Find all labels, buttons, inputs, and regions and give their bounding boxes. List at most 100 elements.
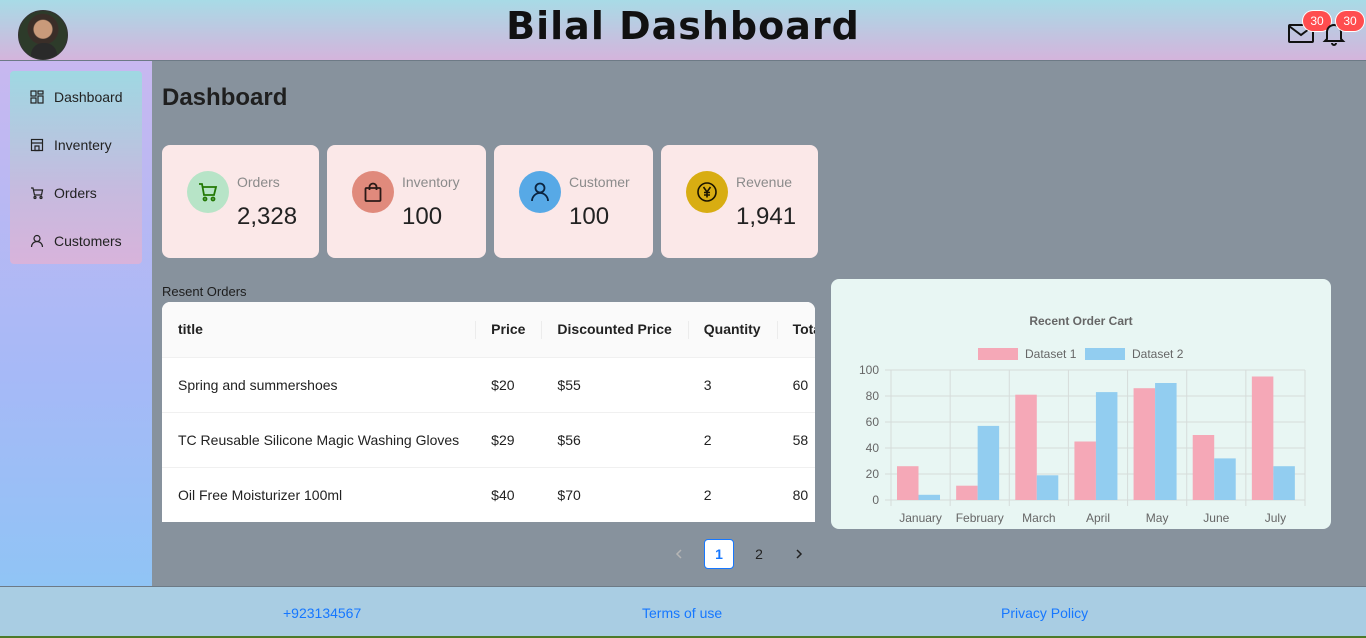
sidebar-item-label: Dashboard xyxy=(54,89,123,105)
app-title: Bilal Dashboard xyxy=(506,4,860,48)
legend-label: Dataset 2 xyxy=(1132,347,1184,361)
cell-quantity: 3 xyxy=(687,357,777,413)
customer-card: Customer 100 xyxy=(494,145,653,258)
recent-orders-label: Resent Orders xyxy=(162,284,247,299)
cell-discounted-price: $55 xyxy=(541,357,688,413)
avatar[interactable] xyxy=(18,10,68,60)
page-button-2[interactable]: 2 xyxy=(755,546,763,562)
chart-title: Recent Order Cart xyxy=(1029,314,1132,328)
y-tick-label: 80 xyxy=(866,389,880,403)
card-value: 100 xyxy=(569,203,610,230)
chart-bar xyxy=(897,466,919,500)
cell-title: Spring and summershoes xyxy=(162,357,476,413)
page-button-1[interactable]: 1 xyxy=(704,539,734,569)
phone-link[interactable]: +923134567 xyxy=(283,605,362,621)
card-value: 100 xyxy=(402,203,443,230)
chart-bar xyxy=(1133,388,1156,500)
chevron-right-icon xyxy=(796,549,803,559)
page-title: Dashboard xyxy=(162,84,288,111)
cart-icon xyxy=(187,171,229,213)
bar-chart: Recent Order Cart Dataset 1 Dataset 2 0 20 40… xyxy=(859,314,1306,525)
bell-icon[interactable]: 30 xyxy=(1320,11,1364,46)
card-label: Revenue xyxy=(736,174,793,190)
user-icon xyxy=(30,234,44,248)
sidebar-item-label: Inventery xyxy=(54,137,112,153)
x-tick-label: January xyxy=(899,511,942,525)
chart-bar xyxy=(1036,475,1059,500)
footer: +923134567 Terms of use Privacy Policy xyxy=(0,586,1366,638)
cell-title: TC Reusable Silicone Magic Washing Glove… xyxy=(162,412,476,468)
prev-page-button[interactable] xyxy=(664,539,694,569)
chart-bar xyxy=(1155,383,1177,500)
card-value: 2,328 xyxy=(237,203,298,230)
chevron-left-icon xyxy=(675,549,682,559)
chart-bar xyxy=(1015,394,1037,500)
cell-total: 58 xyxy=(776,412,815,468)
user-icon xyxy=(519,171,561,213)
x-tick-label: July xyxy=(1265,511,1286,525)
revenue-card: Revenue 1,941 xyxy=(661,145,818,258)
cell-price: $20 xyxy=(475,357,542,413)
recent-order-chart-card: Recent Order Cart Dataset 1 Dataset 2 0 20 40… xyxy=(831,279,1331,529)
chart-bar xyxy=(1095,392,1118,500)
cart-icon xyxy=(31,187,44,200)
card-value: 1,941 xyxy=(736,203,797,230)
chart-bar xyxy=(1192,435,1215,500)
sidebar-item-label: Orders xyxy=(54,185,97,201)
chart-bar xyxy=(1251,376,1274,500)
x-tick-label: June xyxy=(1203,511,1229,525)
chart-bar xyxy=(1074,441,1096,500)
sidebar-item-dashboard[interactable]: Dashboard xyxy=(10,73,142,121)
notification-badge: 30 xyxy=(1336,11,1364,31)
legend-swatch xyxy=(978,348,1018,360)
yen-icon xyxy=(686,171,728,213)
x-tick-label: April xyxy=(1086,511,1110,525)
chart-bar xyxy=(918,494,940,500)
chart-bar xyxy=(1214,458,1236,500)
terms-link[interactable]: Terms of use xyxy=(642,605,723,621)
sidebar-item-inventery[interactable]: Inventery xyxy=(10,121,142,169)
cell-quantity: 2 xyxy=(687,412,777,468)
shop-icon xyxy=(30,138,44,152)
x-tick-label: February xyxy=(956,511,1004,525)
shopping-bag-icon xyxy=(352,171,394,213)
cell-discounted-price: $70 xyxy=(541,467,688,522)
card-label: Inventory xyxy=(402,174,460,190)
column-header: title xyxy=(162,302,476,358)
chart-bar xyxy=(977,425,1000,500)
x-tick-label: May xyxy=(1146,511,1169,525)
table-row[interactable]: Spring and summershoes $20 $55 3 60 xyxy=(162,357,815,413)
y-tick-label: 20 xyxy=(866,467,880,481)
mail-icon[interactable]: 30 xyxy=(1287,11,1331,46)
column-header: Discounted Price xyxy=(541,302,688,358)
card-label: Customer xyxy=(569,174,630,190)
recent-orders-table: title Price Discounted Price Quantity To… xyxy=(162,302,815,522)
y-tick-label: 60 xyxy=(866,415,880,429)
column-header: Quantity xyxy=(687,302,777,358)
legend-swatch xyxy=(1085,348,1125,360)
cell-price: $40 xyxy=(475,467,542,522)
next-page-button[interactable] xyxy=(784,539,814,569)
y-tick-label: 40 xyxy=(866,441,880,455)
mail-badge: 30 xyxy=(1303,11,1331,31)
y-tick-label: 100 xyxy=(859,363,879,377)
sidebar-item-customers[interactable]: Customers xyxy=(10,217,142,265)
cell-discounted-price: $56 xyxy=(541,412,688,468)
cell-quantity: 2 xyxy=(687,467,777,522)
inventory-card: Inventory 100 xyxy=(327,145,486,258)
chart-bar xyxy=(1273,466,1295,500)
app-header: Bilal Dashboard 30 30 xyxy=(0,0,1366,61)
cell-price: $29 xyxy=(475,412,542,468)
chart-bar xyxy=(956,485,978,500)
privacy-link[interactable]: Privacy Policy xyxy=(1001,605,1089,621)
cell-total: 60 xyxy=(776,357,815,413)
dashboard-icon xyxy=(30,90,44,104)
table-row[interactable]: Oil Free Moisturizer 100ml $40 $70 2 80 xyxy=(162,467,815,522)
orders-card: Orders 2,328 xyxy=(162,145,319,258)
column-header: Price xyxy=(475,302,542,358)
sidebar-menu: Dashboard Inventery Orders Customers xyxy=(10,71,142,264)
table-header-row: title Price Discounted Price Quantity To… xyxy=(162,302,815,358)
sidebar-item-orders[interactable]: Orders xyxy=(10,169,142,217)
table-row[interactable]: TC Reusable Silicone Magic Washing Glove… xyxy=(162,412,815,468)
footer-strip xyxy=(0,636,1366,638)
